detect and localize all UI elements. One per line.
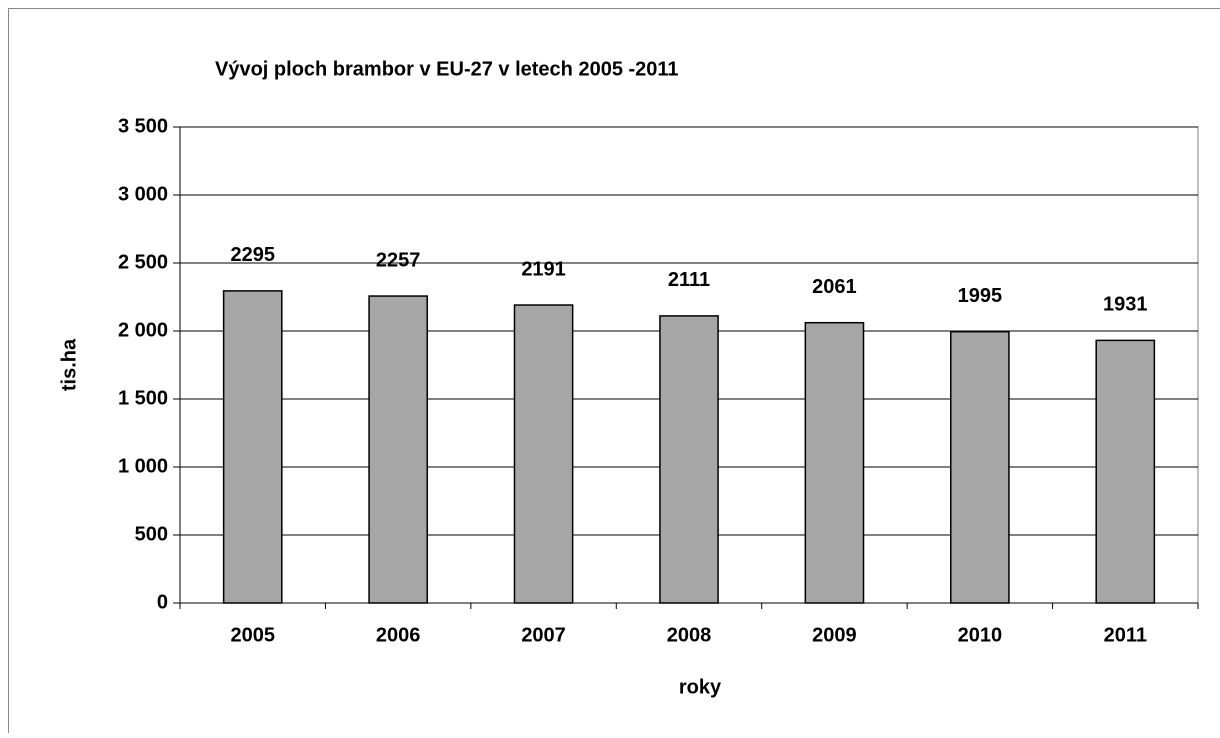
y-tick-label: 1 000: [118, 455, 168, 477]
y-tick-label: 2 000: [118, 319, 168, 341]
x-tick-label: 2008: [667, 624, 712, 646]
y-tick-label: 1 500: [118, 387, 168, 409]
x-tick-label: 2006: [376, 624, 421, 646]
data-label: 2061: [812, 276, 857, 298]
data-label: 2111: [668, 269, 710, 291]
bar: [805, 323, 863, 603]
bar: [951, 332, 1009, 603]
y-tick-label: 3 000: [118, 183, 168, 205]
y-tick-label: 0: [157, 591, 168, 613]
data-label: 2191: [521, 258, 566, 280]
y-axis-label: tis.ha: [58, 338, 80, 391]
x-tick-label: 2005: [230, 624, 275, 646]
bar: [224, 291, 282, 603]
bar: [514, 305, 572, 603]
x-tick-label: 2010: [958, 624, 1003, 646]
data-label: 2295: [230, 244, 275, 266]
bar: [369, 296, 427, 603]
x-axis-label: roky: [679, 676, 722, 698]
y-tick-label: 2 500: [118, 251, 168, 273]
x-tick-label: 2009: [812, 624, 857, 646]
chart-title: Vývoj ploch brambor v EU-27 v letech 200…: [215, 58, 679, 80]
y-tick-label: 3 500: [118, 115, 168, 137]
y-tick-label: 500: [135, 523, 168, 545]
data-label: 2257: [376, 249, 421, 271]
x-tick-label: 2007: [521, 624, 566, 646]
data-label: 1931: [1103, 294, 1148, 316]
bar: [660, 316, 718, 603]
bar: [1096, 340, 1154, 603]
data-label: 1995: [958, 285, 1003, 307]
x-tick-label: 2011: [1104, 624, 1147, 646]
chart-frame: [9, 9, 1220, 734]
